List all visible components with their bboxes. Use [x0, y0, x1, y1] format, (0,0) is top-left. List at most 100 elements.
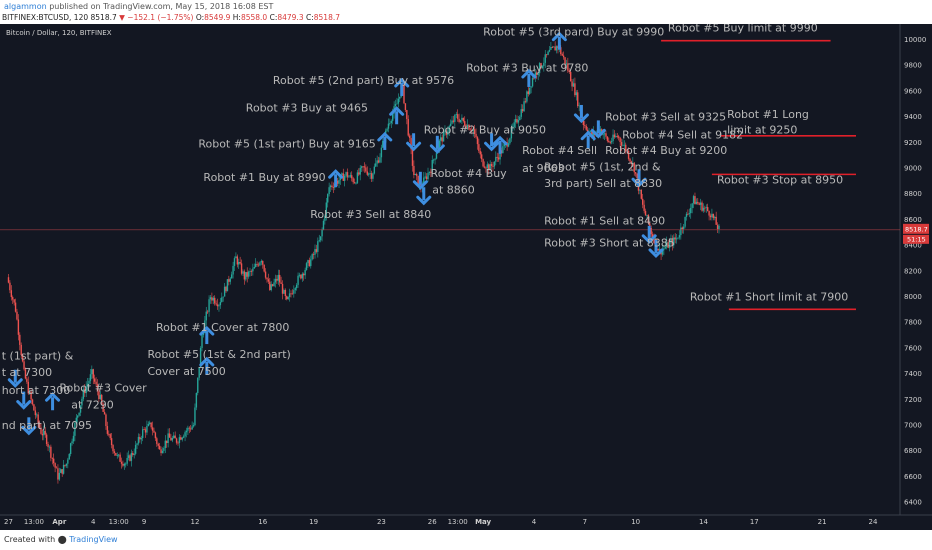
candle — [298, 274, 301, 276]
candle — [139, 436, 141, 440]
tradingview-brand[interactable]: TradingView — [69, 535, 118, 544]
candle — [414, 173, 416, 176]
candle — [322, 220, 325, 230]
price-tick-label: 7800 — [904, 319, 922, 327]
candle — [232, 265, 234, 275]
candle — [492, 166, 494, 167]
candle — [252, 268, 254, 272]
candle — [245, 272, 247, 280]
candle — [603, 133, 606, 135]
candle — [544, 54, 546, 63]
candle — [397, 98, 400, 104]
created-with-label: Created with — [4, 535, 56, 544]
time-tick-label: 19 — [309, 518, 318, 526]
candle — [591, 130, 593, 137]
candle — [551, 46, 554, 48]
candle — [647, 214, 650, 224]
candle — [694, 196, 696, 205]
candle — [297, 275, 299, 285]
candle — [452, 120, 455, 122]
candle — [562, 55, 565, 58]
candle — [438, 140, 441, 149]
candle — [88, 380, 90, 384]
candle — [445, 130, 448, 135]
sell-arrow-icon — [429, 135, 445, 154]
candle — [75, 417, 77, 423]
candle — [390, 120, 392, 123]
candle — [140, 438, 142, 440]
candle — [143, 429, 145, 431]
candle — [181, 437, 183, 440]
annotation-label: at 7290 — [71, 398, 114, 411]
candle — [106, 426, 109, 434]
candle — [373, 166, 376, 174]
candle — [228, 279, 230, 282]
candle — [99, 394, 102, 400]
candle — [67, 459, 69, 464]
candle — [708, 210, 710, 216]
candle — [198, 366, 200, 378]
chart-area[interactable]: Bitcoin / Dollar, 120, BITFINEX 6400 6600 6… — [0, 24, 932, 530]
candle — [150, 422, 152, 428]
current-price-label: 8518.7 — [905, 225, 928, 233]
low-value: 8479.3 — [277, 13, 304, 22]
candle — [281, 283, 284, 294]
time-tick-label: Apr — [52, 518, 66, 526]
candle — [294, 288, 296, 291]
candle — [417, 175, 419, 186]
candle — [367, 173, 370, 175]
candle — [618, 136, 620, 138]
candle — [195, 392, 198, 408]
publisher-username[interactable]: algammon — [4, 2, 47, 11]
candle — [521, 109, 524, 112]
publisher-line: algammon published on TradingView.com, M… — [4, 2, 273, 11]
candle — [382, 140, 384, 148]
candle — [512, 127, 514, 129]
candle — [55, 467, 58, 469]
candle — [108, 433, 110, 435]
candle — [273, 282, 275, 286]
candle — [307, 260, 309, 264]
candle — [98, 391, 100, 400]
candle — [226, 279, 229, 292]
close-value: 8518.7 — [313, 13, 340, 22]
candle — [96, 384, 99, 392]
annotation-label: Robot #1 Short limit at 7900 — [690, 290, 848, 303]
candle — [567, 63, 569, 71]
price-tick-label: 6600 — [904, 473, 922, 481]
annotation-label: Robot #3 Stop at 8950 — [717, 173, 843, 186]
candle — [72, 435, 75, 442]
candle — [123, 463, 126, 466]
candle — [531, 77, 534, 87]
candle — [577, 92, 579, 107]
candle — [50, 446, 52, 458]
candle — [375, 163, 377, 167]
candle — [469, 129, 472, 131]
candle — [110, 438, 113, 446]
candle — [516, 119, 518, 123]
candle — [158, 445, 161, 450]
candle — [290, 293, 292, 295]
candle — [53, 458, 55, 464]
candle — [475, 133, 477, 138]
sell-arrow-icon — [7, 369, 23, 388]
buy-arrow-icon — [389, 106, 405, 125]
candle — [13, 299, 15, 303]
candle — [60, 469, 62, 473]
time-tick-label: 10 — [631, 518, 640, 526]
candle — [495, 156, 497, 162]
annotation-label: Robot #1 Buy at 8990 — [203, 171, 325, 184]
candle — [119, 454, 121, 462]
candle — [408, 135, 411, 138]
price-chart[interactable]: Bitcoin / Dollar, 120, BITFINEX 6400 6600 6… — [0, 24, 932, 530]
candle — [225, 286, 227, 292]
candle — [509, 138, 511, 144]
price-tick-label: 8800 — [904, 190, 922, 198]
candle — [235, 256, 237, 259]
candle — [246, 272, 248, 277]
candle — [619, 137, 621, 143]
footer-bar: Created with ⬤ TradingView — [0, 530, 932, 550]
candle — [23, 361, 25, 370]
candle — [372, 173, 374, 179]
candle — [434, 158, 436, 160]
